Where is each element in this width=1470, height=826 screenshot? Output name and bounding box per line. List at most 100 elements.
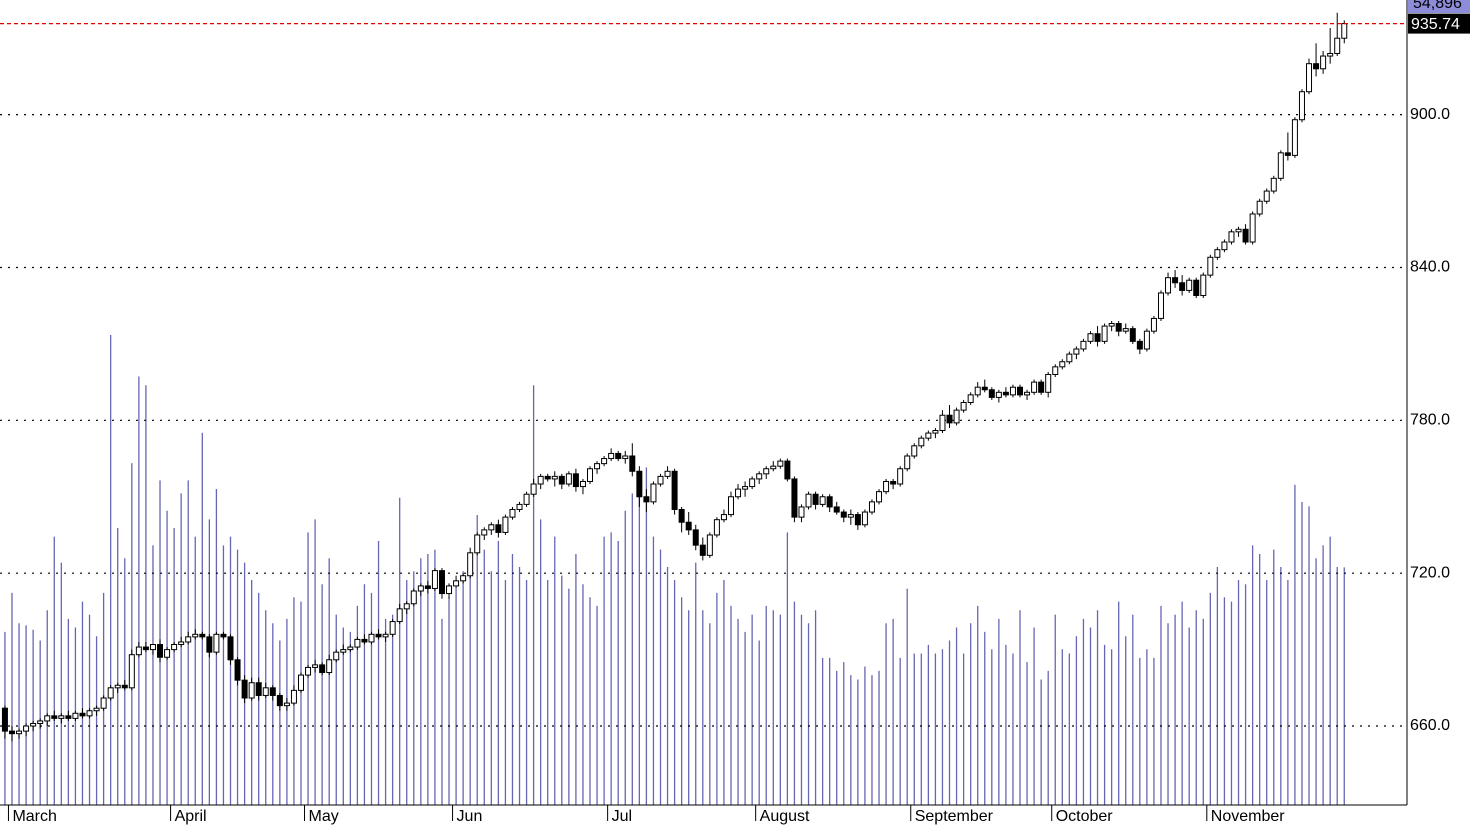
y-tick-label: 780.0	[1410, 412, 1450, 429]
x-tick-label: November	[1211, 808, 1285, 825]
candle-body	[953, 409, 960, 424]
candle-body	[1024, 391, 1031, 396]
x-tick-label: September	[915, 808, 994, 825]
candle-body	[565, 473, 572, 485]
candle-body	[185, 636, 192, 643]
candle-body	[1263, 190, 1270, 202]
candle-body	[861, 511, 868, 526]
candle-body	[206, 636, 213, 653]
candle-body	[1108, 323, 1115, 327]
candle-body	[1249, 213, 1256, 243]
candle-body	[1306, 63, 1313, 93]
candle-body	[727, 496, 734, 516]
candle-body	[1172, 277, 1179, 284]
candle-body	[890, 480, 897, 485]
candle-body	[488, 524, 495, 531]
x-tick-label: August	[760, 808, 810, 825]
candle-body	[854, 514, 861, 526]
candle-body	[925, 432, 932, 439]
candle-body	[742, 486, 749, 490]
candle-body	[805, 493, 812, 508]
candle-body	[967, 394, 974, 404]
candle-body	[8, 730, 15, 735]
candle-body	[333, 651, 340, 661]
candle-body	[1284, 152, 1291, 156]
candle-body	[1313, 63, 1320, 70]
candle-body	[1228, 231, 1235, 243]
candle-body	[361, 638, 368, 643]
candle-body	[37, 720, 44, 724]
candle-body	[234, 659, 241, 681]
candle-body	[713, 519, 720, 536]
x-tick-label: Jul	[612, 808, 632, 825]
x-tick-label: October	[1056, 808, 1114, 825]
candle-body	[142, 646, 149, 651]
last-price-label: 935.74	[1411, 16, 1460, 33]
candle-body	[601, 458, 608, 465]
candle-body	[1214, 249, 1221, 258]
candle-body	[276, 694, 283, 707]
candle-body	[375, 633, 382, 638]
candle-body	[431, 570, 438, 589]
candle-body	[93, 707, 100, 712]
candle-body	[692, 529, 699, 546]
candle-body	[981, 386, 988, 391]
candle-body	[995, 391, 1002, 398]
candle-body	[897, 468, 904, 485]
candle-body	[474, 534, 481, 554]
x-tick-label: March	[12, 808, 56, 825]
candle-body	[1270, 177, 1277, 192]
candle-body	[65, 715, 72, 719]
candle-body	[1235, 228, 1242, 233]
candle-body	[30, 722, 37, 727]
candle-body	[868, 501, 875, 513]
candle-body	[72, 712, 79, 719]
candle-body	[988, 389, 995, 398]
candle-body	[368, 633, 375, 643]
candle-body	[460, 575, 467, 582]
candle-body	[650, 483, 657, 503]
candle-body	[657, 475, 664, 485]
candle-body	[192, 633, 199, 638]
candle-body	[157, 644, 164, 658]
candle-body	[1080, 340, 1087, 350]
candle-body	[1291, 119, 1298, 156]
candle-body	[1186, 279, 1193, 291]
candle-body	[1165, 277, 1172, 294]
candle-body	[86, 710, 93, 717]
candle-body	[446, 585, 453, 595]
candle-body	[706, 534, 713, 556]
candle-body	[819, 496, 826, 505]
candle-body	[537, 475, 544, 485]
candle-body	[502, 516, 509, 533]
candle-body	[1136, 340, 1143, 350]
candle-body	[530, 483, 537, 495]
candle-body	[791, 478, 798, 518]
candle-body	[544, 475, 551, 480]
candle-body	[939, 414, 946, 432]
candle-body	[107, 687, 114, 699]
candle-body	[241, 679, 248, 699]
candle-body	[777, 460, 784, 467]
candle-body	[960, 402, 967, 411]
candle-body	[58, 715, 65, 719]
candle-body	[128, 654, 135, 689]
candle-body	[44, 715, 51, 722]
candle-body	[749, 478, 756, 488]
x-tick-label: April	[175, 808, 207, 825]
candle-body	[410, 590, 417, 605]
candle-body	[756, 473, 763, 480]
candle-body	[481, 529, 488, 536]
candle-body	[100, 697, 107, 709]
candle-body	[579, 480, 586, 488]
candle-body	[1277, 152, 1284, 179]
candle-body	[1298, 91, 1305, 121]
candle-body	[382, 633, 389, 638]
volume-label: 54,896	[1413, 0, 1462, 12]
candle-body	[1157, 292, 1164, 319]
candle-body	[833, 506, 840, 513]
candle-body	[572, 473, 579, 488]
candle-body	[262, 687, 269, 696]
candle-body	[1002, 391, 1009, 396]
